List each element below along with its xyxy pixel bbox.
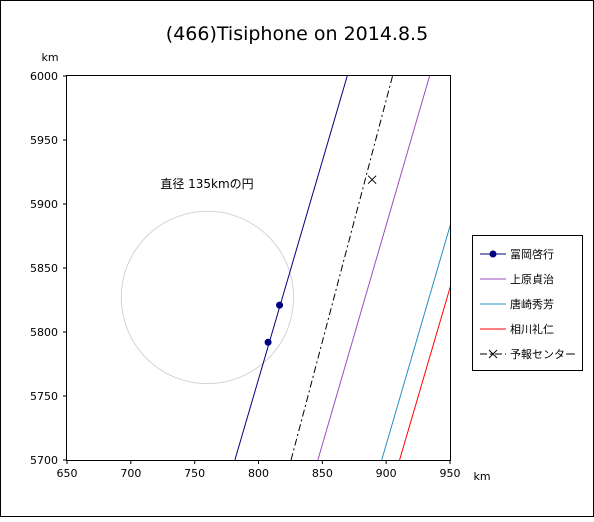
x-tick-label: 850 xyxy=(312,467,333,480)
series-line-3 xyxy=(381,224,450,460)
legend-label-4: 相川礼仁 xyxy=(510,322,554,336)
legend-box xyxy=(472,235,583,371)
y-tick-label: 5750 xyxy=(30,390,58,403)
series-line-1 xyxy=(234,76,348,460)
diameter-circle xyxy=(120,210,295,385)
plot-area xyxy=(66,75,451,461)
y-tick-label: 5950 xyxy=(30,134,58,147)
x-tick-label: 950 xyxy=(440,467,461,480)
x-tick-label: 700 xyxy=(120,467,141,480)
x-axis-label: km xyxy=(473,470,490,483)
series-line-2 xyxy=(317,76,431,460)
forecast-cross-marker xyxy=(367,175,377,185)
legend-cross xyxy=(488,349,498,359)
y-axis-label: km xyxy=(41,51,58,64)
circle-annotation: 直径 135kmの円 xyxy=(160,177,253,191)
x-tick-label: 750 xyxy=(184,467,205,480)
y-tick-label: 5800 xyxy=(30,326,58,339)
y-tick-label: 5900 xyxy=(30,198,58,211)
data-point-1 xyxy=(264,338,272,346)
y-tick-label: 5700 xyxy=(30,454,58,467)
legend-label-5: 予報センター xyxy=(510,348,576,361)
y-tick-label: 5850 xyxy=(30,262,58,275)
cross-stroke xyxy=(367,175,377,185)
legend-label-1: 冨岡啓行 xyxy=(510,247,554,261)
series-line-4 xyxy=(399,285,450,460)
legend-label-2: 上原貞治 xyxy=(510,272,554,286)
y-tick-label: 6000 xyxy=(30,70,58,83)
chart-title: (466)Tisiphone on 2014.8.5 xyxy=(166,23,428,45)
legend-label-3: 唐崎秀芳 xyxy=(510,297,554,311)
data-point-1 xyxy=(276,301,284,309)
x-tick-label: 800 xyxy=(248,467,269,480)
series-line-5 xyxy=(290,76,394,460)
legend-marker xyxy=(489,250,497,258)
x-tick-label: 900 xyxy=(376,467,397,480)
x-tick-label: 650 xyxy=(57,467,78,480)
